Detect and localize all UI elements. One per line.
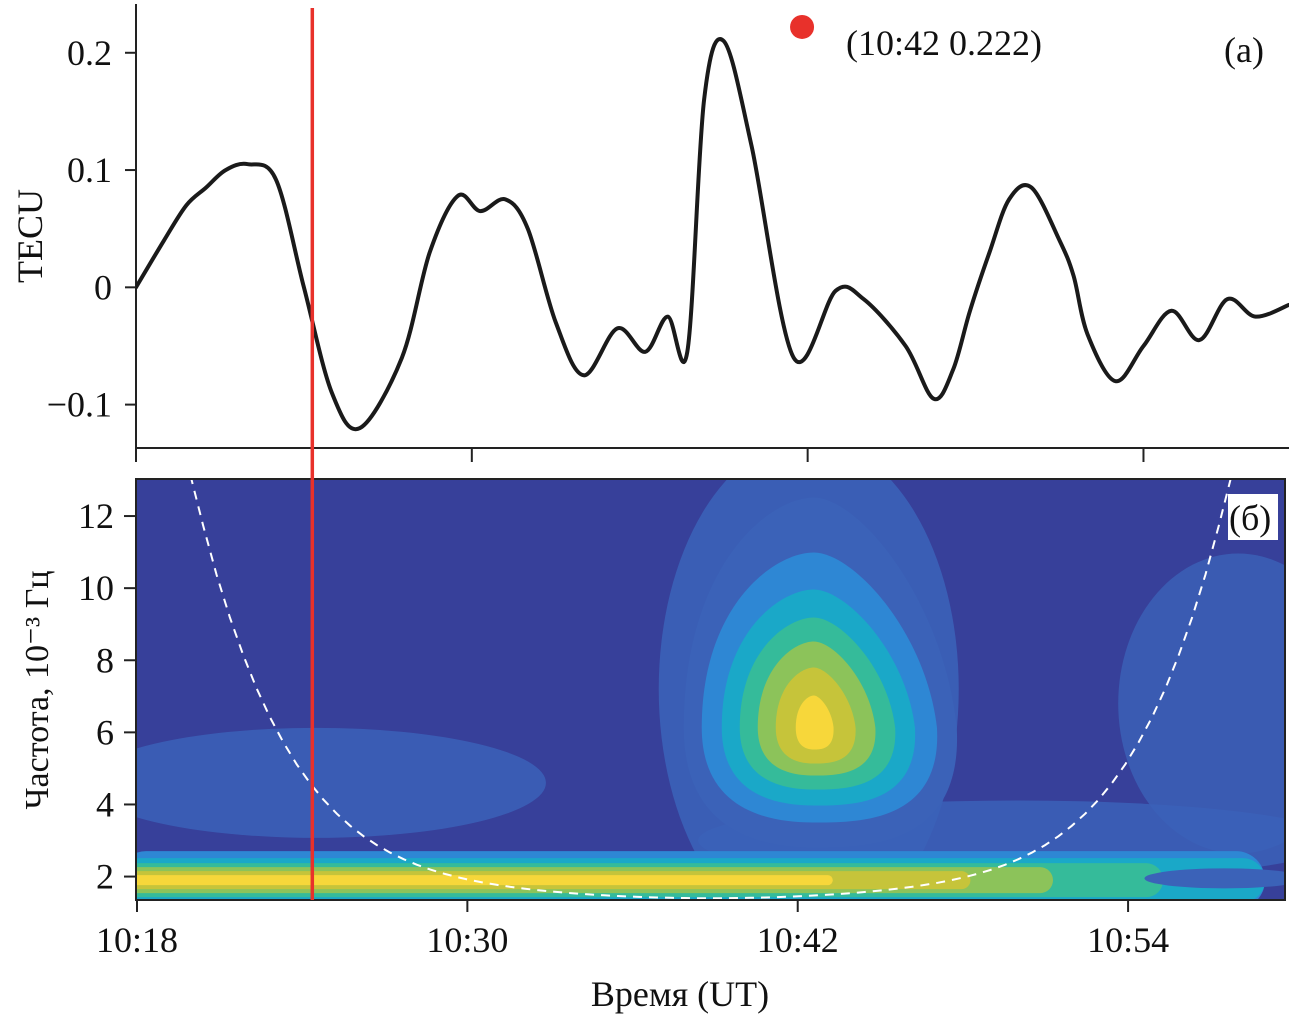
top-y-tick-label: −0.1 [47,385,112,425]
peak-annotation: (10:42 0.222) [846,23,1042,63]
top-x-axis [135,447,1289,462]
panel-label-a: (а) [1224,30,1264,70]
top-y-axis-label: TECU [10,189,50,283]
peak-marker [790,14,815,39]
bottom-x-tick-label: 10:42 [757,920,839,960]
wavelet-heatmap [137,480,1285,900]
tec-series-line [136,37,1289,432]
bottom-y-tick-label: 4 [96,784,114,824]
top-y-tick-label: 0.1 [67,150,112,190]
top-y-tick-label: 0.2 [67,33,112,73]
heatmap-level-7 [795,695,834,750]
bottom-y-tick-label: 2 [96,857,114,897]
bottom-x-tick-label: 10:54 [1087,920,1169,960]
panel-label-b: (б) [1229,498,1271,538]
bottom-plot-frame [135,478,1286,901]
bottom-y-tick-label: 12 [78,496,114,536]
bottom-y-tick-label: 8 [96,640,114,680]
heatmap-band-gap [1144,868,1285,889]
heatmap-haze-left [137,727,546,838]
panel-label-b-box [1228,494,1278,540]
x-axis-label: Время (UT) [591,974,769,1014]
bottom-panel: 12 10 8 6 4 2 10:18 10:30 10:42 10:54 Частота, 1… [19,478,1286,1014]
bottom-y-tick-label: 6 [96,712,114,752]
bottom-y-tick-label: 10 [78,568,114,608]
top-y-tick-label: 0 [94,267,112,307]
heatmap-haze-right [1118,553,1285,854]
bottom-x-tick-label: 10:30 [426,920,508,960]
top-y-axis: 0.2 0.1 0 −0.1 [47,4,137,448]
top-panel: 0.2 0.1 0 −0.1 TECU (10:42 0.222) (а) [10,4,1289,462]
bottom-y-axis-label: Частота, 10⁻³ Гц [19,570,56,809]
bottom-x-tick-label: 10:18 [96,920,178,960]
